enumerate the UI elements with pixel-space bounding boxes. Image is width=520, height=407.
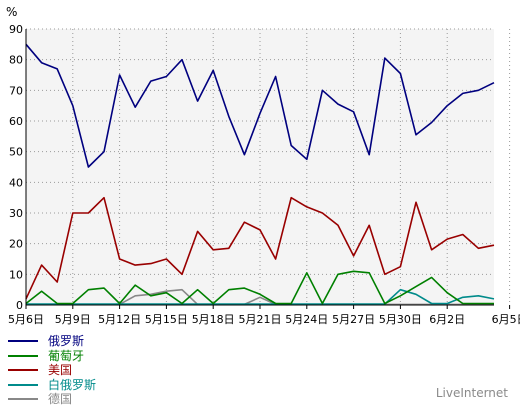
legend-item: 白俄罗斯 [8,378,96,393]
x-tick-label: 5月9日 [55,313,91,326]
legend-swatch [8,369,38,372]
legend-label: 俄罗斯 [48,334,85,349]
brand-label: LiveInternet [435,386,508,400]
x-tick-label: 5月27日 [332,313,375,326]
y-tick-label: 40 [9,176,23,189]
x-tick-label: 5月12日 [98,313,141,326]
legend-label: 葡萄牙 [48,348,85,363]
series-line-3 [25,196,495,300]
legend-swatch [8,383,38,386]
x-tick-label: 5月24日 [285,313,328,326]
legend: 俄罗斯 葡萄牙 美国 白俄罗斯 德国 [8,334,96,407]
y-tick-label: 20 [9,238,23,251]
x-tick-label: 5月18日 [192,313,235,326]
x-tick-label: 5月6日 [8,313,44,326]
legend-label: 美国 [48,363,73,378]
y-tick-label: 50 [9,146,23,159]
series-line-1 [25,43,495,168]
x-tick-label: 5月30日 [379,313,422,326]
y-tick-label: 30 [9,207,23,220]
legend-label: 德国 [48,392,73,407]
x-tick-label: 5月21日 [239,313,282,326]
plot-area [26,29,494,305]
legend-item: 俄罗斯 [8,334,96,349]
series-line-2 [25,270,494,305]
y-tick-label: 80 [9,54,23,67]
y-tick-label: 90 [9,23,23,36]
x-tick-label: 5月15日 [145,313,188,326]
legend-swatch [8,398,38,401]
y-axis-label: % [6,5,17,19]
x-tick-label: 6月2日 [429,313,465,326]
legend-item: 美国 [8,363,96,378]
y-tick-label: 70 [9,84,23,97]
y-tick-label: 10 [9,268,23,281]
legend-label: 白俄罗斯 [48,377,97,392]
legend-item: 德国 [8,392,96,407]
legend-item: 葡萄牙 [8,349,96,364]
series-line-4 [26,288,495,305]
y-tick-label: 0 [16,299,23,312]
y-tick-label: 60 [9,115,23,128]
legend-swatch [8,354,38,357]
x-tick-label: 6月5日 [492,313,520,326]
legend-swatch [8,340,38,343]
